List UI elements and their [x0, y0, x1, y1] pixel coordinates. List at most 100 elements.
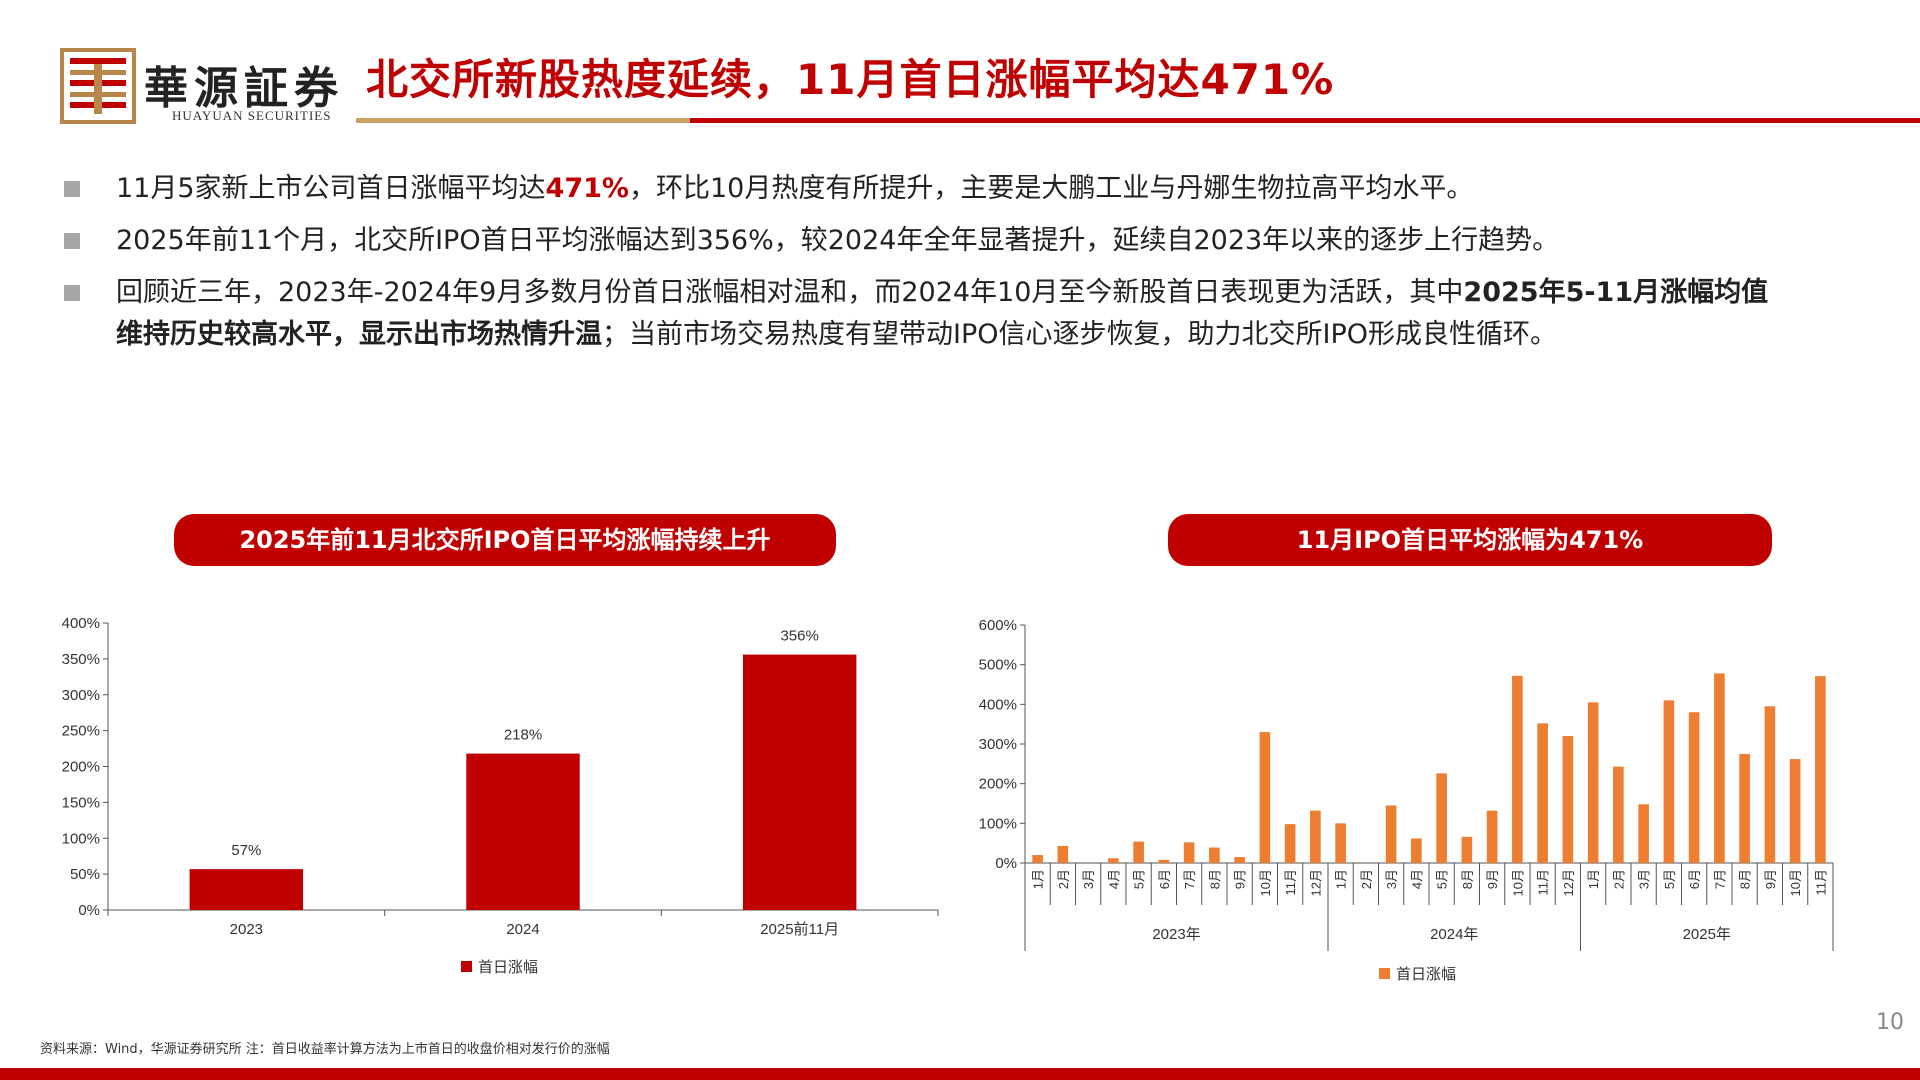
- x-tick-label: 10月: [1510, 869, 1525, 896]
- legend-label: 首日涨幅: [1396, 966, 1456, 983]
- bar: [1562, 736, 1574, 863]
- group-label: 2025年: [1683, 926, 1731, 943]
- bar: [1739, 753, 1750, 863]
- data-label: 218%: [504, 727, 542, 744]
- bar: [466, 753, 580, 910]
- bar: [1158, 859, 1170, 863]
- bar: [1764, 706, 1776, 863]
- x-tick-label: 5月: [1132, 869, 1147, 889]
- bullet-text: 11月5家新上市公司首日涨幅平均达: [116, 173, 546, 204]
- x-tick-label: 11月: [1283, 869, 1298, 896]
- x-tick-label: 10月: [1258, 869, 1273, 896]
- x-tick-label: 8月: [1460, 869, 1475, 889]
- x-tick-label: 6月: [1157, 869, 1172, 889]
- bar: [1183, 842, 1195, 863]
- y-tick-label: 50%: [70, 866, 100, 883]
- x-tick-label: 2024: [506, 921, 539, 938]
- bullet-text: ，环比10月热度有所提升，主要是大鹏工业与丹娜生物拉高平均水平。: [628, 173, 1474, 204]
- x-tick-label: 1月: [1334, 869, 1349, 889]
- x-tick-label: 8月: [1207, 869, 1222, 889]
- header-rule-red: [690, 118, 1920, 123]
- logo-chinese-name: 華源証券: [144, 63, 344, 114]
- x-tick-label: 9月: [1485, 869, 1500, 889]
- monthly-ipo-return-chart: 0% 100% 200% 300% 400% 500% 600% 1月 2月 3月 4月 5月 6月 7月…: [979, 617, 1834, 983]
- y-tick-label: 500%: [979, 657, 1017, 674]
- bar: [1512, 675, 1523, 863]
- bar: [1537, 723, 1548, 863]
- x-tick-label: 2023: [230, 921, 263, 938]
- x-tick-label: 10月: [1788, 869, 1803, 896]
- bullet-square-icon: [64, 233, 80, 249]
- x-tick-label: 3月: [1637, 869, 1652, 889]
- page-number: 10: [1876, 1010, 1904, 1035]
- bar: [1108, 858, 1119, 863]
- x-tick-label: 8月: [1738, 869, 1753, 889]
- bar: [1688, 712, 1700, 863]
- x-tick-label: 11月: [1536, 869, 1551, 896]
- bullet-highlight: 471%: [545, 173, 629, 204]
- bar: [189, 869, 304, 910]
- y-tick-label: 300%: [62, 687, 100, 704]
- bar: [1310, 810, 1321, 863]
- source-footnote: 资料来源：Wind，华源证券研究所 注：首日收益率计算方法为上市首日的收盘价相对…: [40, 1042, 610, 1057]
- x-tick-label: 6月: [1687, 869, 1702, 889]
- bullet-text: 回顾近三年，2023年-2024年9月多数月份首日涨幅相对温和，而2024年10…: [116, 277, 1464, 308]
- bar: [1209, 847, 1220, 863]
- legend-swatch: [1379, 968, 1390, 979]
- bullet-text: ；当前市场交易热度有望带动IPO信心逐步恢复，助力北交所IPO形成良性循环。: [602, 319, 1557, 350]
- bullet-square-icon: [64, 181, 80, 197]
- y-tick-label: 350%: [62, 651, 100, 668]
- bar: [1284, 824, 1296, 863]
- x-tick-label: 4月: [1409, 869, 1424, 889]
- x-tick-label: 9月: [1763, 869, 1778, 889]
- bar: [1057, 845, 1069, 863]
- bar: [1411, 838, 1422, 863]
- bar: [1259, 732, 1271, 863]
- x-tick-label: 12月: [1561, 869, 1576, 896]
- bar: [1714, 673, 1725, 863]
- bar: [1032, 855, 1043, 863]
- bullet-list: 11月5家新上市公司首日涨幅平均达471%，环比10月热度有所提升，主要是大鹏工…: [60, 168, 1780, 366]
- x-tick-label: 12月: [1308, 869, 1323, 896]
- x-tick-label: 2025前11月: [760, 921, 839, 938]
- y-tick-label: 400%: [62, 615, 100, 632]
- y-tick-label: 250%: [62, 723, 100, 740]
- y-tick-label: 400%: [979, 696, 1017, 713]
- bullet-item: 11月5家新上市公司首日涨幅平均达471%，环比10月热度有所提升，主要是大鹏工…: [60, 168, 1780, 210]
- bullet-item: 2025年前11个月，北交所IPO首日平均涨幅达到356%，较2024年全年显著…: [60, 220, 1780, 262]
- x-tick-label: 1月: [1586, 869, 1601, 889]
- y-tick-label: 150%: [62, 794, 100, 811]
- bullet-bold-text: 2025年5-11月涨幅均值维持历史较高水平，显示出市场热情升温: [116, 277, 1769, 350]
- chart-title-annual: 2025年前11月北交所IPO首日平均涨幅持续上升: [174, 514, 836, 566]
- y-tick-label: 100%: [62, 830, 100, 847]
- x-tick-label: 5月: [1662, 869, 1677, 889]
- annual-ipo-return-chart: 0% 50% 100% 150% 200% 250% 300% 350% 400% 57% 2023…: [62, 615, 939, 976]
- y-tick-label: 200%: [62, 759, 100, 776]
- footer-bar: [0, 1068, 1920, 1080]
- slide-title: 北交所新股热度延续，11月首日涨幅平均达471%: [366, 55, 1335, 104]
- group-label: 2023年: [1152, 926, 1200, 943]
- x-tick-label: 7月: [1712, 869, 1727, 889]
- bar: [1436, 773, 1447, 863]
- y-tick-label: 300%: [979, 736, 1017, 753]
- bar: [1638, 804, 1649, 863]
- bar: [742, 654, 857, 910]
- x-tick-label: 3月: [1384, 869, 1399, 889]
- logo-seal-icon: [60, 48, 136, 124]
- bar: [1234, 857, 1245, 863]
- data-label: 57%: [231, 842, 261, 859]
- bar: [1613, 766, 1624, 863]
- bar: [1789, 759, 1801, 863]
- x-tick-label: 1月: [1031, 869, 1046, 889]
- x-tick-label: 2月: [1611, 869, 1626, 889]
- x-tick-label: 7月: [1182, 869, 1197, 889]
- legend-swatch: [461, 961, 472, 972]
- x-tick-label: 5月: [1435, 869, 1450, 889]
- bar: [1461, 836, 1473, 863]
- group-label: 2024年: [1430, 926, 1478, 943]
- chart-title-monthly: 11月IPO首日平均涨幅为471%: [1168, 514, 1772, 566]
- bar: [1335, 823, 1346, 863]
- x-tick-label: 9月: [1233, 869, 1248, 889]
- bar: [1587, 702, 1599, 863]
- y-tick-label: 0%: [995, 855, 1017, 872]
